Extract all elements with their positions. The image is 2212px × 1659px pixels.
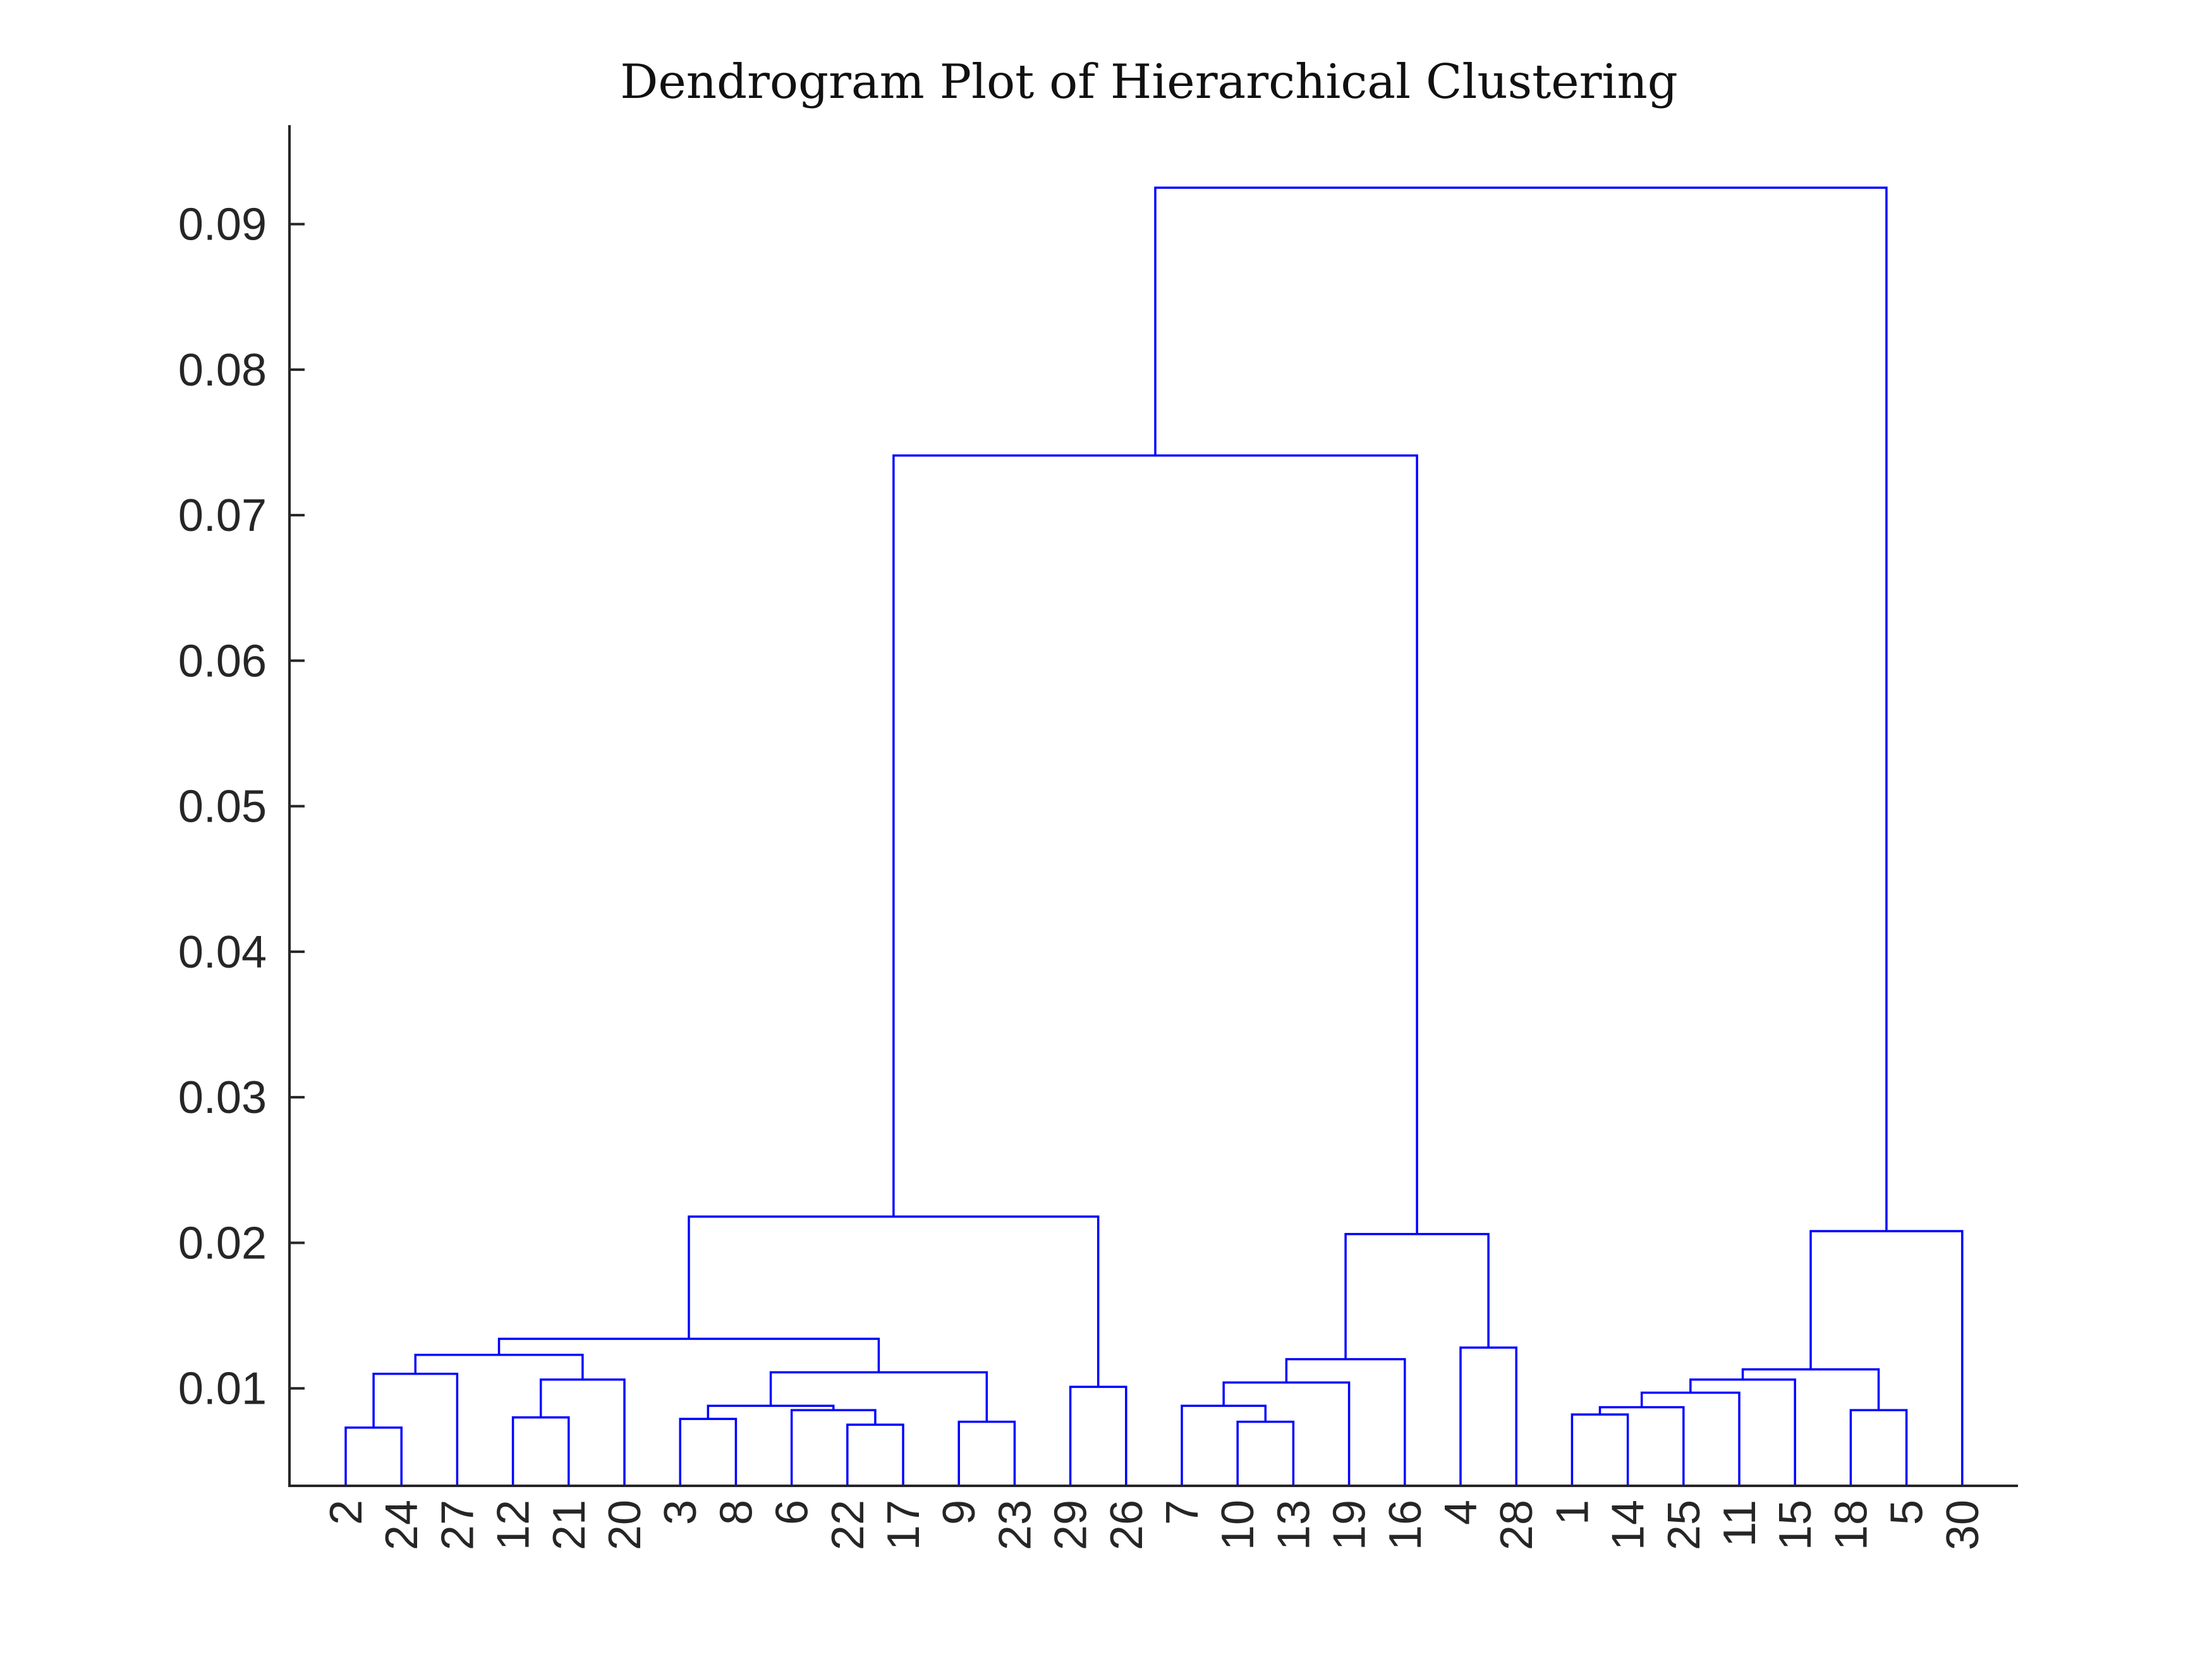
leaf-label: 26 (1102, 1500, 1152, 1550)
y-axis-ticks: 0.01 0.02 0.03 0.04 0.05 0.06 0.07 0.08 0.09 (178, 200, 305, 1414)
dendrogram-link (1154, 186, 1888, 1232)
leaf-label: 11 (1715, 1500, 1765, 1547)
dendrogram-link (1741, 1368, 1880, 1411)
dendrogram-link (679, 1418, 738, 1486)
leaf-label: 28 (1492, 1500, 1542, 1550)
leaf-label: 9 (934, 1500, 985, 1525)
leaf-label: 2 (321, 1500, 372, 1525)
dendrogram-link (1344, 1232, 1490, 1359)
dendrogram-link (846, 1423, 904, 1486)
y-tick-label: 0.01 (178, 1364, 267, 1414)
leaf-label: 14 (1603, 1500, 1654, 1550)
chart-title: Dendrogram Plot of Hierarchical Clusteri… (620, 54, 1678, 109)
dendrogram-link (1571, 1413, 1629, 1486)
y-tick-label: 0.08 (178, 345, 267, 396)
leaf-label: 18 (1826, 1500, 1876, 1550)
y-tick-label: 0.03 (178, 1073, 267, 1123)
leaf-label: 12 (489, 1500, 539, 1550)
y-tick-label: 0.02 (178, 1218, 267, 1268)
leaf-label: 6 (767, 1500, 818, 1525)
leaf-label: 21 (544, 1500, 595, 1550)
leaf-label: 30 (1938, 1500, 1988, 1550)
leaf-label: 19 (1325, 1500, 1375, 1550)
leaf-label: 3 (655, 1500, 706, 1525)
y-tick-label: 0.05 (178, 782, 267, 832)
dendrogram-link (1459, 1346, 1517, 1486)
leaf-label: 8 (711, 1500, 762, 1525)
leaf-label: 22 (823, 1500, 873, 1550)
y-tick-label: 0.04 (178, 927, 267, 978)
dendrogram-link (1598, 1406, 1685, 1486)
leaf-label: 24 (377, 1500, 427, 1550)
leaf-label: 13 (1268, 1500, 1319, 1550)
leaf-label: 17 (878, 1500, 929, 1550)
leaf-label: 23 (990, 1500, 1040, 1550)
dendrogram-link (1640, 1391, 1741, 1486)
leaf-label: 27 (432, 1500, 483, 1550)
dendrogram-link (688, 1215, 1100, 1387)
leaf-label: 16 (1380, 1500, 1431, 1550)
dendrogram-link (1069, 1385, 1127, 1486)
y-tick-label: 0.09 (178, 200, 267, 250)
leaf-label: 29 (1046, 1500, 1097, 1550)
dendrogram-link (414, 1354, 584, 1380)
x-axis-leaf-labels: 2 24 27 12 21 20 3 8 6 22 17 9 23 29 26 7 10 13 19 16 4 28 1 14… (321, 1500, 1988, 1550)
leaf-label: 1 (1547, 1500, 1598, 1525)
leaf-label: 7 (1157, 1500, 1208, 1525)
leaf-label: 25 (1659, 1500, 1710, 1550)
y-tick-label: 0.07 (178, 490, 267, 541)
leaf-label: 5 (1882, 1500, 1933, 1525)
dendrogram-link (1285, 1358, 1406, 1486)
dendrogram-links (344, 186, 1964, 1486)
leaf-label: 10 (1213, 1500, 1263, 1550)
y-tick-label: 0.06 (178, 636, 267, 686)
leaf-label: 20 (600, 1500, 650, 1550)
leaf-label: 4 (1436, 1500, 1486, 1525)
leaf-label: 15 (1770, 1500, 1821, 1550)
